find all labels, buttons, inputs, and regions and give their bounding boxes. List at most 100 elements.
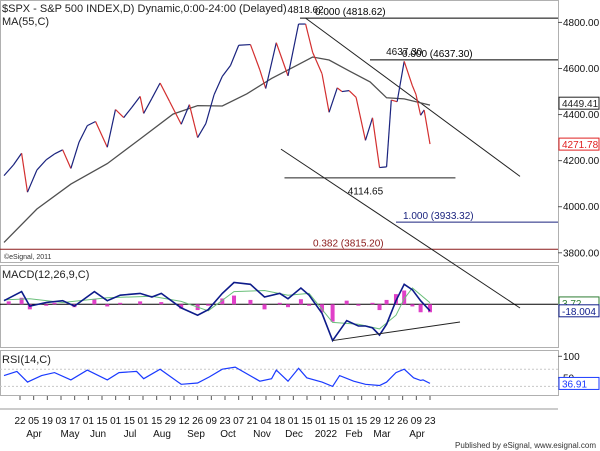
price-segment bbox=[416, 94, 421, 115]
macd-label: MACD(12,26,9,C) bbox=[2, 269, 89, 281]
price-segment bbox=[349, 91, 356, 98]
month-label: Apr bbox=[26, 429, 42, 440]
price-segment bbox=[206, 95, 214, 124]
macd-histogram-bar bbox=[378, 304, 382, 310]
price-segment bbox=[342, 91, 349, 92]
macd-histogram-bar bbox=[419, 304, 423, 312]
time-tick-label: 15 bbox=[151, 416, 163, 427]
channel-line bbox=[281, 149, 520, 308]
macd-histogram-bar bbox=[299, 299, 303, 304]
price-segment bbox=[152, 83, 160, 98]
time-tick-label: 15 bbox=[329, 416, 341, 427]
macd-histogram-bar bbox=[370, 303, 374, 304]
month-label: 2022 bbox=[315, 429, 338, 440]
price-segment bbox=[365, 118, 372, 141]
fib-level-label: 0.000 (4818.62) bbox=[315, 7, 386, 18]
time-tick-label: 03 bbox=[55, 416, 67, 427]
macd-histogram-bar bbox=[385, 300, 389, 304]
macd-histogram-bar bbox=[118, 303, 122, 304]
macd-histogram-bar bbox=[206, 304, 210, 305]
time-tick-label: 15 bbox=[124, 416, 136, 427]
price-segment bbox=[115, 110, 123, 118]
month-label: Jun bbox=[90, 429, 106, 440]
price-segment bbox=[27, 170, 36, 192]
price-segment bbox=[46, 154, 54, 160]
fib-levels: 0.000 (4818.62) 0.000 (4637.30) 1.000 (393… bbox=[0, 7, 558, 249]
price-segment bbox=[288, 24, 299, 76]
time-tick-label: 29 bbox=[370, 416, 382, 427]
footer-copyright: ©eSignal, 2011 bbox=[4, 253, 52, 261]
time-tick-label: 21 bbox=[247, 416, 259, 427]
time-tick-label: 09 bbox=[206, 416, 218, 427]
price-tick-label: 4200.00 bbox=[563, 156, 600, 167]
price-segment bbox=[124, 107, 132, 117]
month-label: Feb bbox=[345, 429, 363, 440]
time-tick-label: 23 bbox=[424, 416, 436, 427]
price-segment bbox=[79, 126, 87, 142]
macd-histogram-bar bbox=[232, 296, 236, 305]
time-tick-label: 29 bbox=[165, 416, 177, 427]
price-segment bbox=[380, 167, 387, 168]
time-tick-label: 01 bbox=[137, 416, 149, 427]
price-segment bbox=[198, 124, 206, 138]
price-segment bbox=[337, 88, 342, 92]
price-segment bbox=[107, 110, 115, 148]
rsi-line bbox=[4, 367, 430, 386]
time-tick-label: 07 bbox=[233, 416, 245, 427]
macd-histogram-bar bbox=[278, 303, 282, 304]
ma-label: MA(55,C) bbox=[2, 16, 49, 28]
price-segment bbox=[372, 118, 379, 168]
price-segment bbox=[144, 98, 152, 113]
time-tick-label: 26 bbox=[192, 416, 204, 427]
price-segment bbox=[214, 76, 222, 94]
price-tick-label: 4600.00 bbox=[563, 64, 600, 75]
fib-level-label: 0.382 (3815.20) bbox=[313, 238, 384, 249]
month-label: Apr bbox=[409, 429, 425, 440]
price-segment bbox=[132, 96, 140, 107]
macd-histogram-bar bbox=[410, 304, 414, 306]
price-segment bbox=[313, 52, 322, 73]
price-segment bbox=[54, 150, 62, 154]
price-segment bbox=[250, 45, 259, 70]
macd-divergence-line bbox=[333, 322, 460, 341]
time-tick-label: 12 bbox=[178, 416, 190, 427]
price-segment bbox=[322, 74, 329, 112]
time-tick-label: 15 bbox=[301, 416, 313, 427]
macd-histogram-bar bbox=[356, 304, 360, 305]
macd-histogram-bar bbox=[92, 299, 96, 304]
time-tick-label: 01 bbox=[315, 416, 327, 427]
month-label: Sep bbox=[187, 429, 205, 440]
time-tick-label: 01 bbox=[83, 416, 95, 427]
macd-histogram-bar bbox=[248, 300, 252, 304]
month-label: Aug bbox=[153, 429, 171, 440]
time-tick-label: 15 bbox=[96, 416, 108, 427]
price-segment bbox=[140, 96, 144, 113]
time-tick-label: 26 bbox=[397, 416, 409, 427]
macd-signal-line bbox=[4, 288, 430, 329]
chart-title: $SPX - S&P 500 INDEX,D) Dynamic,0:00-24:… bbox=[2, 3, 287, 15]
price-segment bbox=[306, 24, 313, 52]
time-tick-label: 01 bbox=[342, 416, 354, 427]
time-tick-label: 09 bbox=[411, 416, 423, 427]
moving-average bbox=[4, 57, 430, 242]
price-segment bbox=[71, 142, 79, 168]
macd-panel: 3.72-18.004 bbox=[0, 283, 599, 341]
macd-badge: -18.004 bbox=[562, 307, 596, 318]
price-annotation: 4818.62 bbox=[288, 5, 325, 16]
month-label: Oct bbox=[220, 429, 236, 440]
macd-histogram-bar bbox=[138, 301, 142, 304]
fib-level-label: 1.000 (3933.32) bbox=[403, 211, 474, 222]
channel-line bbox=[306, 18, 520, 176]
macd-histogram-bar bbox=[159, 302, 163, 304]
price-segment bbox=[404, 61, 412, 85]
time-tick-label: 12 bbox=[383, 416, 395, 427]
time-tick-label: 19 bbox=[42, 416, 54, 427]
time-tick-label: 23 bbox=[219, 416, 231, 427]
price-tick-label: 4400.00 bbox=[563, 110, 600, 121]
macd-histogram-bar bbox=[345, 301, 349, 305]
price-segment bbox=[356, 97, 365, 140]
rsi-label: RSI(14,C) bbox=[2, 354, 51, 366]
price-segment bbox=[276, 43, 288, 76]
price-segment bbox=[424, 110, 430, 144]
time-tick-label: 01 bbox=[288, 416, 300, 427]
